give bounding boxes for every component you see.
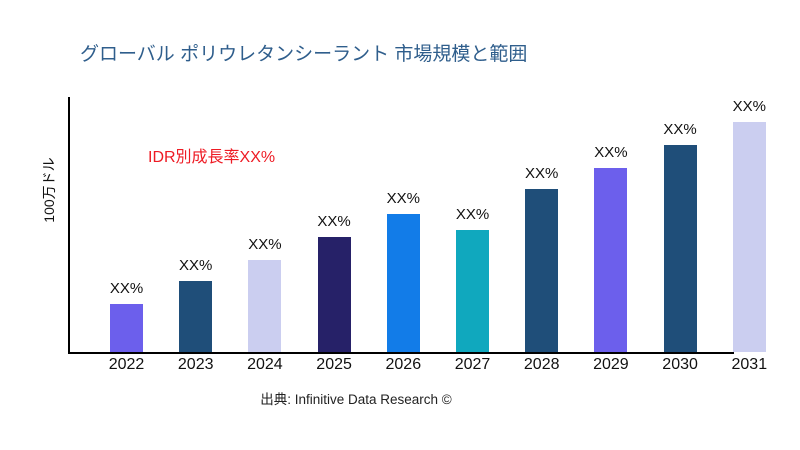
x-tick-2028: 2028 (523, 356, 560, 373)
x-tick-2027: 2027 (454, 356, 491, 373)
growth-rate-annotation: IDR別成長率XX% (148, 149, 276, 166)
x-tick-2022: 2022 (108, 356, 145, 373)
source-caption: 出典: Infinitive Data Research © (260, 392, 452, 407)
bar-value-label-2022: XX% (109, 279, 144, 297)
bar-2030 (663, 145, 697, 352)
bar-value-label-2026: XX% (386, 190, 420, 207)
bar-value-label-2031: XX% (732, 98, 766, 115)
bar-2027 (456, 230, 489, 352)
x-axis-tick-labels: 2022 2023 2024 2025 2026 2027 2028 2029 2030 2031 (69, 356, 790, 378)
x-axis-line (68, 352, 734, 354)
x-tick-2026: 2026 (385, 356, 422, 373)
x-tick-2025: 2025 (316, 356, 352, 373)
bar-2025 (317, 237, 351, 352)
bar-value-label-2023: XX% (179, 256, 213, 274)
plot-area: XX% XX% XX% XX% XX% XX% XX% XX% XX% XX% (69, 97, 790, 352)
bar-value-label-2028: XX% (525, 164, 559, 182)
bar-2031 (732, 122, 766, 352)
bar-value-label-2030: XX% (663, 121, 697, 138)
x-tick-2024: 2024 (247, 356, 283, 373)
bar-value-label-2029: XX% (594, 144, 628, 161)
bar-value-label-2024: XX% (248, 236, 282, 253)
bar-value-label-2025: XX% (317, 213, 351, 230)
y-axis-label: 100万ドル (41, 157, 57, 223)
bar-2026 (386, 214, 420, 352)
bar-2024 (248, 260, 282, 352)
bar-value-label-2027: XX% (455, 206, 490, 224)
bar-2023 (179, 280, 213, 352)
chart-title: グローバル ポリウレタンシーラント 市場規模と範囲 (80, 44, 528, 65)
x-tick-2030: 2030 (662, 356, 698, 373)
x-tick-2023: 2023 (177, 356, 214, 373)
bar-2022 (110, 303, 143, 352)
bar-2028 (525, 188, 559, 352)
bar-2029 (594, 168, 628, 352)
y-axis-line (68, 97, 70, 354)
x-tick-2029: 2029 (593, 356, 629, 373)
x-tick-2031: 2031 (731, 356, 768, 373)
